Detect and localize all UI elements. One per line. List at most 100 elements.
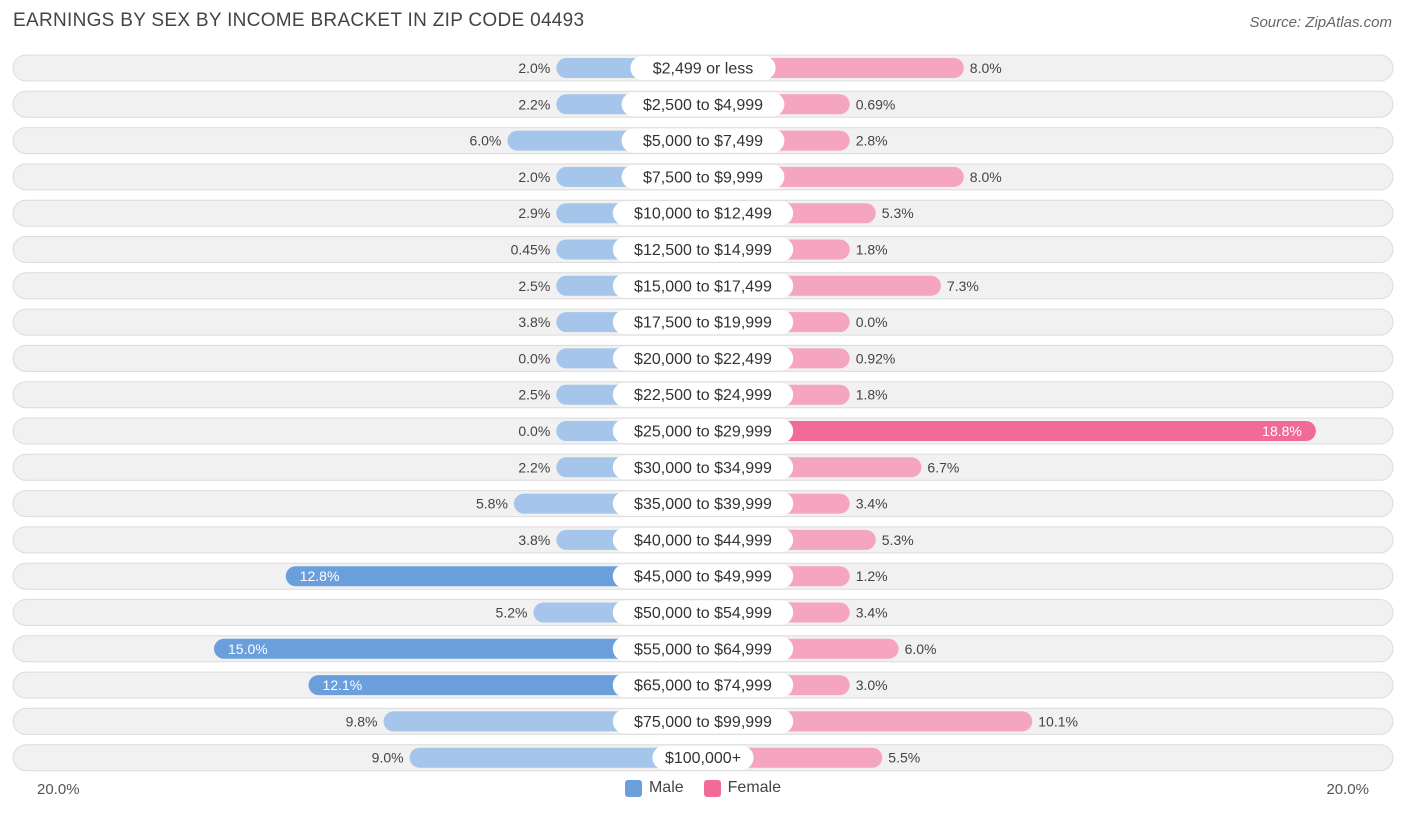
category-label: $7,500 to $9,999 (643, 169, 763, 186)
female-value-label: 5.3% (882, 205, 914, 221)
category-pill (612, 636, 794, 661)
bar-row[interactable]: $100,000+ 9.0% 5.5% (12, 744, 1394, 772)
female-bar (703, 421, 1316, 441)
category-label: $55,000 to $64,999 (634, 641, 772, 658)
source-note: Source: ZipAtlas.com (1249, 14, 1392, 31)
male-bar (214, 638, 703, 659)
category-pill (612, 201, 794, 226)
male-value-label: 0.0% (518, 423, 550, 439)
male-value-label: 12.8% (300, 568, 340, 584)
category-pill (621, 92, 785, 117)
male-bar (285, 566, 703, 587)
category-label: $65,000 to $74,999 (634, 678, 772, 695)
female-value-label: 1.8% (856, 387, 888, 403)
bar-row[interactable]: $10,000 to $12,499 2.9% 5.3% (12, 199, 1394, 227)
male-value-label: 12.1% (323, 677, 363, 693)
male-value-label: 2.0% (518, 60, 550, 76)
category-pill (621, 128, 785, 153)
female-value-label: 0.0% (856, 314, 888, 330)
category-label: $22,500 to $24,999 (634, 387, 772, 404)
male-value-label: 2.5% (518, 278, 550, 294)
category-label: $15,000 to $17,499 (634, 278, 772, 295)
category-pill (612, 273, 794, 298)
bar-row[interactable]: $7,500 to $9,999 2.0% 8.0% (12, 163, 1394, 191)
category-label: $12,500 to $14,999 (634, 242, 772, 259)
category-label: $50,000 to $54,999 (634, 605, 772, 622)
male-bar (308, 675, 703, 696)
bar-row[interactable]: $45,000 to $49,999 12.8% 1.2% (12, 562, 1394, 590)
category-label: $5,000 to $7,499 (643, 133, 763, 150)
male-bar (409, 747, 703, 768)
bar-row[interactable]: $35,000 to $39,999 5.8% 3.4% (12, 490, 1394, 518)
category-label: $45,000 to $49,999 (634, 569, 772, 586)
category-pill (612, 382, 794, 407)
male-value-label: 15.0% (228, 641, 268, 657)
category-label: $2,500 to $4,999 (643, 97, 763, 114)
bar-row[interactable]: $25,000 to $29,999 0.0% 18.8% (12, 417, 1394, 445)
male-value-label: 2.2% (518, 459, 550, 475)
category-label: $2,499 or less (653, 61, 754, 78)
male-value-label: 0.45% (511, 242, 551, 258)
male-value-label: 5.8% (476, 496, 508, 512)
female-value-label: 0.69% (856, 96, 896, 112)
bar-row[interactable]: $75,000 to $99,999 9.8% 10.1% (12, 707, 1394, 735)
axis-label-left: 20.0% (37, 781, 80, 798)
female-value-label: 8.0% (970, 60, 1002, 76)
bar-row[interactable]: $22,500 to $24,999 2.5% 1.8% (12, 381, 1394, 409)
category-label: $35,000 to $39,999 (634, 496, 772, 513)
category-pill (612, 527, 794, 552)
category-pill (621, 164, 785, 189)
female-value-label: 6.0% (905, 641, 937, 657)
category-label: $100,000+ (665, 750, 741, 767)
bar-row[interactable]: $65,000 to $74,999 12.1% 3.0% (12, 671, 1394, 699)
female-value-label: 18.8% (1262, 423, 1302, 439)
category-label: $40,000 to $44,999 (634, 532, 772, 549)
category-label: $25,000 to $29,999 (634, 424, 772, 441)
category-label: $17,500 to $19,999 (634, 315, 772, 332)
legend-swatch-male (624, 779, 642, 797)
bar-row[interactable]: $17,500 to $19,999 3.8% 0.0% (12, 308, 1394, 336)
category-pill (612, 564, 794, 589)
category-label: $75,000 to $99,999 (634, 714, 772, 731)
legend-item-male[interactable]: Male (624, 779, 684, 797)
female-value-label: 0.92% (856, 350, 896, 366)
bar-row[interactable]: $5,000 to $7,499 6.0% 2.8% (12, 127, 1394, 155)
female-value-label: 8.0% (970, 169, 1002, 185)
category-pill (612, 237, 794, 262)
male-value-label: 9.0% (372, 750, 404, 766)
legend-label-male: Male (648, 779, 684, 796)
bar-row[interactable]: $15,000 to $17,499 2.5% 7.3% (12, 272, 1394, 300)
bar-row[interactable]: $50,000 to $54,999 5.2% 3.4% (12, 599, 1394, 626)
bar-row[interactable]: $40,000 to $44,999 3.8% 5.3% (12, 526, 1394, 554)
female-value-label: 7.3% (947, 278, 979, 294)
female-value-label: 3.0% (856, 677, 888, 693)
category-label: $20,000 to $22,499 (634, 351, 772, 368)
male-value-label: 6.0% (469, 133, 501, 149)
female-value-label: 5.3% (882, 532, 914, 548)
bar-row[interactable]: $30,000 to $34,999 2.2% 6.7% (12, 453, 1394, 481)
male-value-label: 3.8% (518, 314, 550, 330)
female-value-label: 3.4% (856, 605, 888, 621)
female-value-label: 2.8% (856, 133, 888, 149)
male-value-label: 9.8% (346, 713, 378, 729)
category-pill (612, 455, 794, 480)
chart-title: EARNINGS BY SEX BY INCOME BRACKET IN ZIP… (13, 10, 585, 31)
female-value-label: 1.2% (856, 568, 888, 584)
bar-row[interactable]: $2,499 or less 2.0% 8.0% (12, 54, 1394, 82)
category-label: $30,000 to $34,999 (634, 460, 772, 477)
axis-label-right: 20.0% (1326, 781, 1369, 798)
category-pill (612, 419, 794, 443)
male-value-label: 2.2% (518, 96, 550, 112)
legend-item-female[interactable]: Female (703, 779, 781, 797)
bar-row[interactable]: $2,500 to $4,999 2.2% 0.69% (12, 90, 1394, 118)
bar-row[interactable]: $12,500 to $14,999 0.45% 1.8% (12, 236, 1394, 263)
legend-swatch-female (703, 779, 721, 797)
male-value-label: 2.5% (518, 387, 550, 403)
bar-row[interactable]: $20,000 to $22,499 0.0% 0.92% (12, 344, 1394, 372)
female-value-label: 5.5% (888, 750, 920, 766)
female-value-label: 6.7% (927, 459, 959, 475)
category-pill (612, 600, 794, 625)
bar-row[interactable]: $55,000 to $64,999 15.0% 6.0% (12, 635, 1394, 663)
male-value-label: 0.0% (518, 350, 550, 366)
